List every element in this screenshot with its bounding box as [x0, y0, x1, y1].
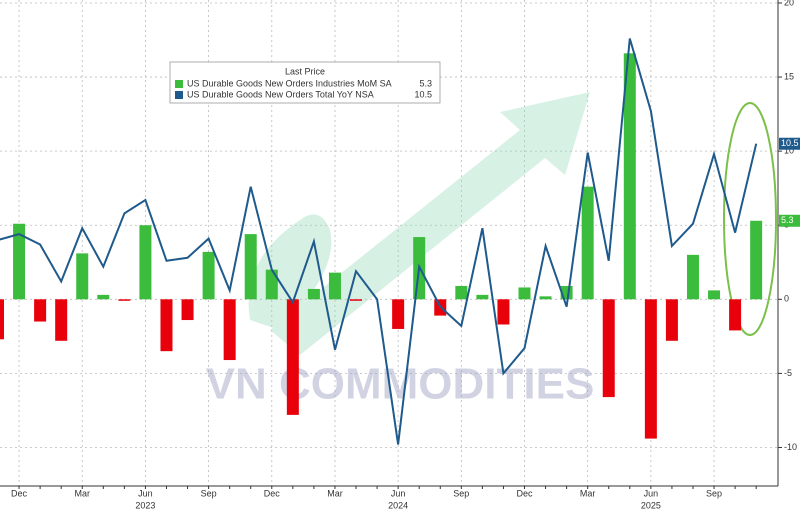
bar [686, 254, 699, 300]
bar [55, 299, 68, 341]
bar [97, 294, 110, 300]
bar [539, 296, 552, 300]
x-tick-label: Mar [580, 488, 596, 498]
x-tick-label: Mar [327, 488, 343, 498]
bar [244, 234, 257, 300]
x-tick-label: Sep [706, 488, 722, 498]
last-value-label: 10.5 [781, 138, 799, 148]
bar [307, 288, 320, 300]
bar [518, 287, 531, 300]
year-label: 2025 [641, 500, 661, 510]
y-tick-label: 10 [784, 146, 794, 156]
x-tick-label: Dec [264, 488, 281, 498]
bar [34, 299, 47, 322]
bar [729, 299, 742, 331]
legend: Last Price US Durable Goods New Orders I… [169, 61, 441, 104]
legend-value: 5.3 [419, 78, 432, 88]
legend-value: 10.5 [414, 89, 432, 99]
bar [118, 299, 131, 301]
bar [139, 225, 152, 300]
year-label: 2024 [388, 500, 408, 510]
y-tick-label: 0 [784, 294, 789, 304]
bar [708, 290, 721, 300]
x-tick-label: Jun [138, 488, 153, 498]
bar [476, 294, 489, 300]
highlight-ellipse [723, 102, 777, 336]
legend-label: US Durable Goods New Orders Industries M… [187, 78, 392, 88]
bar [181, 299, 194, 321]
bar [223, 299, 236, 361]
bar [665, 299, 678, 341]
bar [581, 186, 594, 300]
x-tick-label: Sep [201, 488, 217, 498]
x-tick-label: Dec [516, 488, 533, 498]
bar [202, 251, 215, 300]
x-tick-label: Jun [644, 488, 659, 498]
bar [160, 299, 173, 352]
legend-label: US Durable Goods New Orders Total YoY NS… [187, 89, 374, 99]
x-tick-label: Sep [453, 488, 469, 498]
bar [644, 299, 657, 439]
y-tick-label: -10 [784, 442, 797, 452]
bar [623, 53, 636, 300]
x-tick-label: Dec [11, 488, 28, 498]
bar [497, 299, 510, 325]
legend-swatch [175, 91, 183, 99]
legend-title: Last Price [285, 66, 325, 76]
bar [328, 272, 341, 300]
watermark-arrow [248, 92, 590, 355]
x-tick-label: Mar [74, 488, 90, 498]
y-tick-label: 20 [784, 0, 794, 7]
legend-box [169, 61, 441, 104]
bar [76, 253, 89, 300]
y-tick-label: 15 [784, 71, 794, 81]
bar [455, 285, 468, 300]
bar [286, 299, 299, 415]
bar [750, 220, 763, 300]
year-label: 2023 [135, 500, 155, 510]
bar [602, 299, 615, 398]
bar [13, 223, 26, 300]
y-tick-label: -5 [784, 368, 792, 378]
last-value-box [779, 214, 800, 227]
bar [0, 299, 4, 340]
watermark: VN COMMODITIES [206, 360, 595, 409]
legend-swatch [175, 80, 183, 88]
bar [350, 299, 363, 301]
x-tick-label: Jun [391, 488, 406, 498]
line [0, 38, 758, 445]
last-value-box [779, 137, 800, 150]
bar [392, 299, 405, 329]
bar [265, 269, 278, 300]
last-value-label: 5.3 [781, 215, 794, 225]
